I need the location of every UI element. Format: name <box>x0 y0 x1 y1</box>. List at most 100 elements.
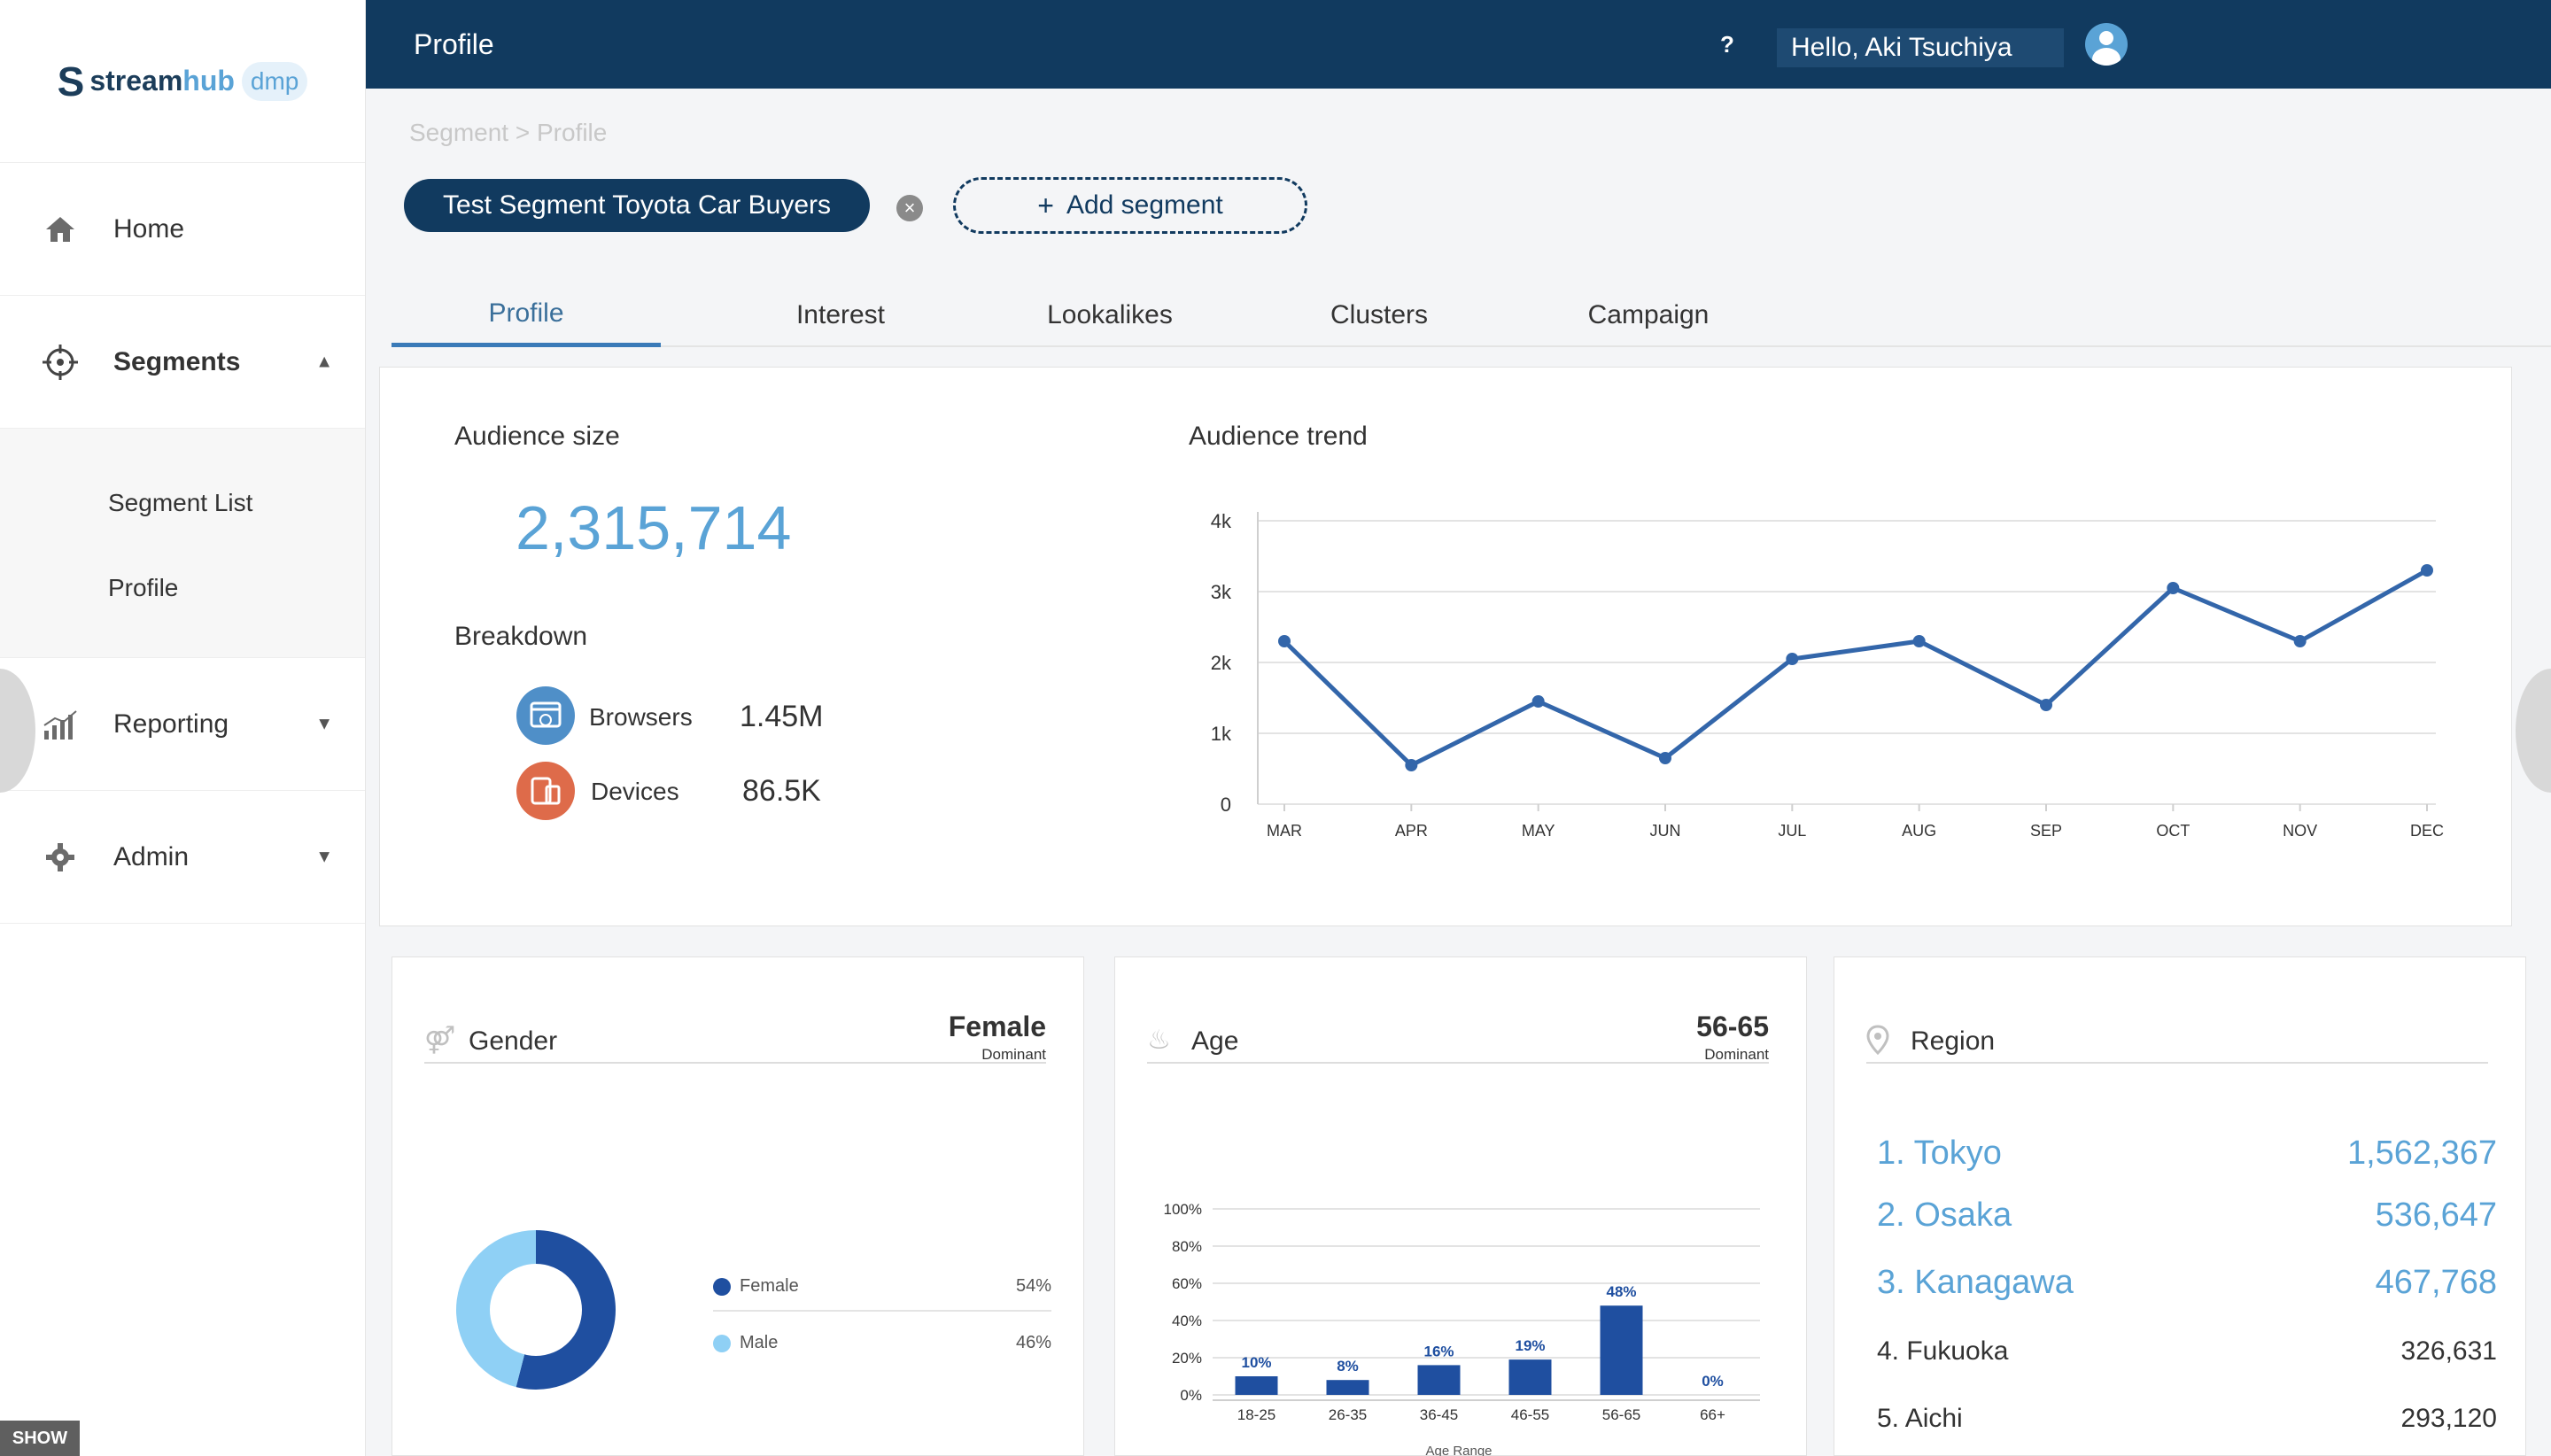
tab-bar: Profile Interest Lookalikes Clusters Cam… <box>392 283 2551 347</box>
trend-x-tick: MAR <box>1267 822 1302 840</box>
age-y-tick: 40% <box>1172 1313 1202 1329</box>
trend-point[interactable] <box>2040 699 2052 711</box>
breakdown-label: Breakdown <box>454 622 588 651</box>
trend-x-tick: APR <box>1395 822 1428 840</box>
gender-dominant-label: Dominant <box>981 1046 1046 1063</box>
carousel-next-handle[interactable] <box>2516 669 2551 793</box>
trend-point[interactable] <box>1659 752 1671 764</box>
region-title: Region <box>1911 1026 1996 1056</box>
tab-clusters[interactable]: Clusters <box>1330 300 1429 329</box>
cake-icon: ♨ <box>1147 1026 1171 1055</box>
chevron-up-icon[interactable]: ▲ <box>315 352 333 371</box>
region-value: 467,768 <box>2375 1264 2497 1301</box>
trend-y-tick: 2k <box>1211 652 1232 674</box>
legend-male: Male 46% <box>713 1326 1051 1361</box>
devices-label: Devices <box>591 778 679 805</box>
region-name: 5. Aichi <box>1877 1404 1963 1433</box>
region-value: 293,120 <box>2400 1404 2497 1433</box>
trend-point[interactable] <box>1786 653 1799 665</box>
age-y-tick: 60% <box>1172 1275 1202 1292</box>
help-icon[interactable]: ? <box>1720 30 1734 58</box>
trend-y-tick: 4k <box>1211 510 1232 532</box>
region-row[interactable]: 4. Fukuoka 326,631 <box>1877 1336 2497 1390</box>
show-button[interactable]: SHOW <box>0 1421 80 1456</box>
trend-x-tick: OCT <box>2156 822 2190 840</box>
sidebar-item-segments[interactable]: Segments ▲ <box>0 296 365 429</box>
trend-point[interactable] <box>1405 759 1418 771</box>
trend-point[interactable] <box>2421 564 2433 577</box>
tab-lookalikes[interactable]: Lookalikes <box>1047 300 1173 329</box>
region-value: 1,562,367 <box>2346 1135 2497 1172</box>
sidebar-subitem-segment-list[interactable]: Segment List <box>108 489 253 516</box>
sidebar-item-admin[interactable]: Admin ▼ <box>0 791 365 924</box>
breadcrumb: Segment > Profile <box>409 119 608 146</box>
sidebar-item-label: Home <box>113 213 185 244</box>
user-avatar-icon[interactable] <box>2085 23 2128 66</box>
region-row[interactable]: 3. Kanagawa 467,768 <box>1877 1264 2497 1317</box>
devices-icon <box>516 762 575 820</box>
gear-icon <box>43 840 78 875</box>
age-bar[interactable] <box>1235 1376 1278 1395</box>
legend-dot-icon <box>713 1335 731 1352</box>
age-y-tick: 80% <box>1172 1238 1202 1255</box>
logo[interactable]: S stream hub dmp <box>0 0 365 163</box>
region-row[interactable]: 5. Aichi 293,120 <box>1877 1404 2497 1456</box>
segment-chip[interactable]: Test Segment Toyota Car Buyers <box>404 179 870 232</box>
region-name: 1. Tokyo <box>1877 1135 2002 1172</box>
region-row[interactable]: 2. Osaka 536,647 <box>1877 1197 2497 1250</box>
tab-interest[interactable]: Interest <box>795 300 886 329</box>
tab-campaign[interactable]: Campaign <box>1587 300 1710 329</box>
age-header: ♨ Age 56-65 Dominant <box>1147 1007 1769 1064</box>
segments-subnav: Segment List Profile <box>0 429 365 658</box>
user-greeting[interactable]: Hello, Aki Tsuchiya <box>1777 28 2064 67</box>
region-name: 2. Osaka <box>1877 1197 2012 1234</box>
sidebar-subitem-profile[interactable]: Profile <box>108 574 179 601</box>
sidebar-item-label: Admin <box>113 841 190 871</box>
trend-point[interactable] <box>2293 635 2307 647</box>
trend-point[interactable] <box>1912 635 1926 647</box>
age-y-tick: 0% <box>1180 1387 1202 1404</box>
logo-text-hub: hub <box>182 65 235 97</box>
trend-y-tick: 3k <box>1211 581 1232 603</box>
region-card: Region 1. Tokyo 1,562,367 2. Osaka 536,6… <box>1834 956 2526 1456</box>
logo-text-stream: stream <box>89 65 183 97</box>
age-y-tick: 100% <box>1164 1201 1202 1218</box>
age-dominant-label: Dominant <box>1704 1046 1769 1063</box>
age-bar[interactable] <box>1600 1305 1643 1395</box>
trend-y-tick: 0 <box>1221 794 1231 816</box>
age-bar[interactable] <box>1508 1359 1552 1395</box>
browser-icon <box>516 686 575 745</box>
trend-x-tick: AUG <box>1902 822 1936 840</box>
gender-donut-chart <box>456 1230 616 1390</box>
age-x-tick: 36-45 <box>1420 1406 1458 1423</box>
trend-point[interactable] <box>2167 582 2180 594</box>
sidebar-item-reporting[interactable]: Reporting ▼ <box>0 658 365 791</box>
age-bar-label: 48% <box>1606 1283 1636 1300</box>
trend-point[interactable] <box>1531 695 1545 708</box>
region-row[interactable]: 1. Tokyo 1,562,367 <box>1877 1135 2497 1188</box>
add-segment-button[interactable]: + Add segment <box>953 177 1307 234</box>
tab-profile[interactable]: Profile <box>392 283 661 347</box>
age-bar[interactable] <box>1326 1380 1369 1395</box>
age-x-axis-label: Age Range <box>1425 1444 1492 1456</box>
gender-dominant-value: Female <box>948 1011 1046 1042</box>
legend-female-percent: 54% <box>1015 1276 1051 1296</box>
age-bar[interactable] <box>1417 1365 1461 1395</box>
region-value: 326,631 <box>2400 1336 2497 1366</box>
audience-card <box>379 367 2512 926</box>
trend-x-tick: DEC <box>2410 822 2444 840</box>
target-icon <box>43 344 78 380</box>
trend-point[interactable] <box>1278 635 1291 647</box>
age-y-tick: 20% <box>1172 1350 1202 1367</box>
age-title: Age <box>1191 1026 1239 1056</box>
trend-x-tick: NOV <box>2283 822 2317 840</box>
browsers-value: 1.45M <box>740 700 824 733</box>
close-icon[interactable]: × <box>896 195 923 221</box>
devices-value: 86.5K <box>742 774 821 808</box>
chevron-down-icon[interactable]: ▼ <box>315 847 333 866</box>
chevron-down-icon[interactable]: ▼ <box>315 714 333 733</box>
audience-size-label: Audience size <box>454 422 620 451</box>
sidebar-item-home[interactable]: Home <box>0 163 365 296</box>
region-value: 536,647 <box>2375 1197 2497 1234</box>
logo-s-icon: S <box>57 58 85 105</box>
